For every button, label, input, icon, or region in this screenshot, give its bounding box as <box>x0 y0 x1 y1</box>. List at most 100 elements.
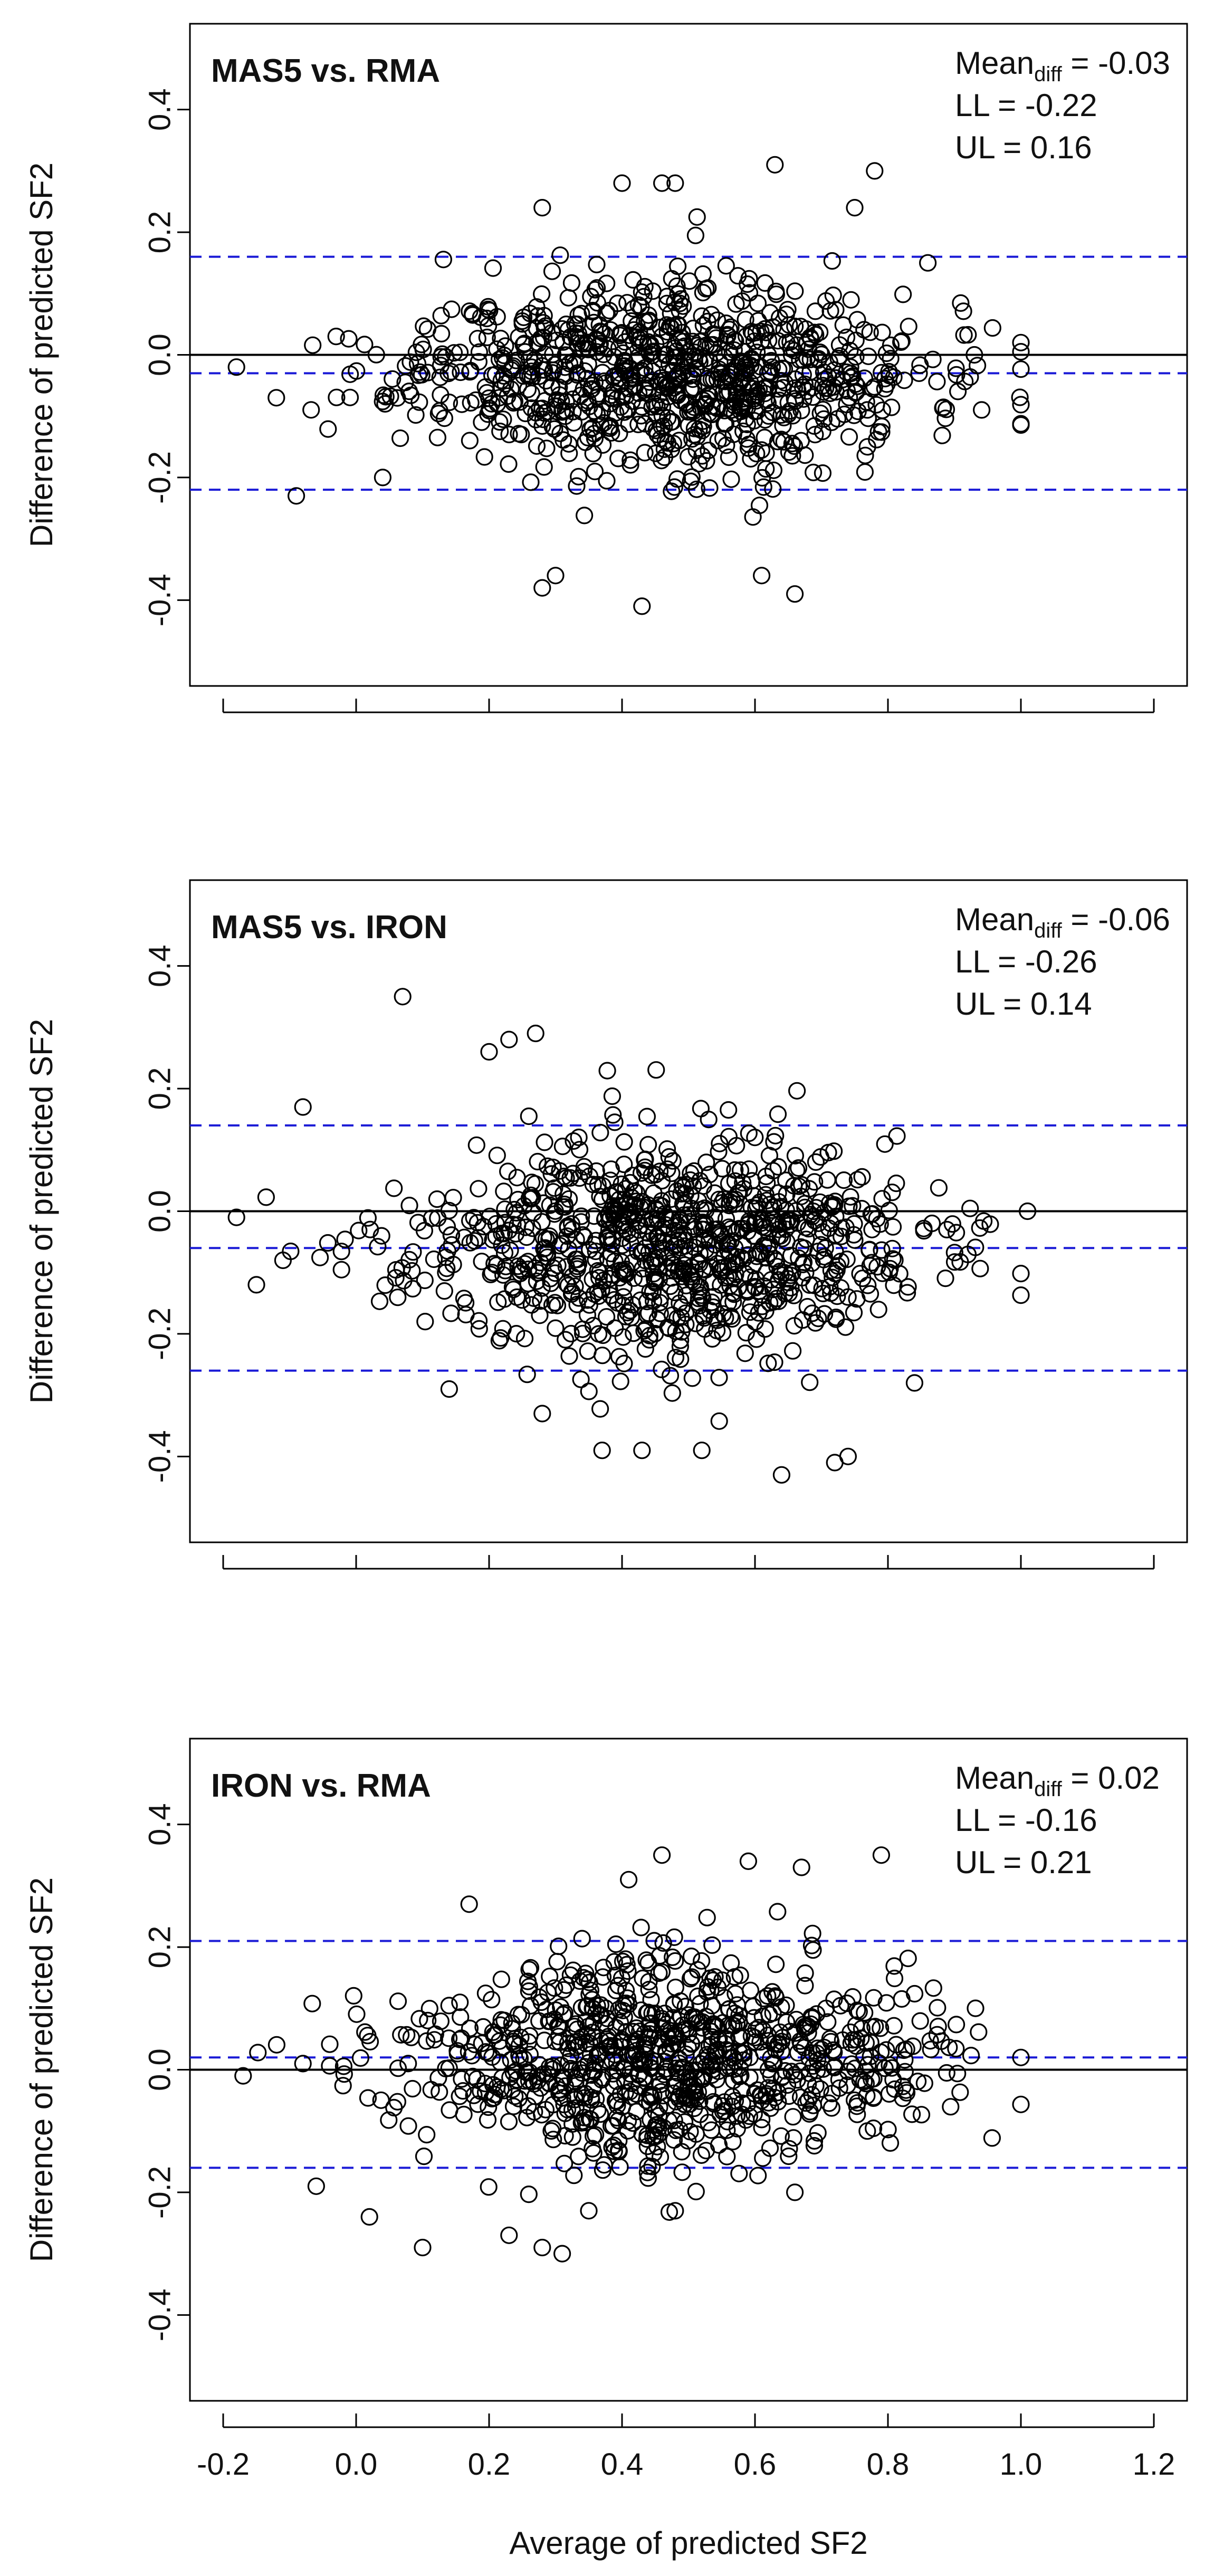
chart-1-point <box>735 393 753 411</box>
chart-1-point <box>597 304 615 322</box>
chart-1-point <box>551 246 569 264</box>
chart-2-point <box>442 1304 460 1322</box>
chart-2-point <box>663 1384 681 1402</box>
chart-1-point <box>528 333 546 351</box>
chart-3-point <box>521 1959 540 1977</box>
chart-1-point <box>639 385 657 403</box>
chart-3-point <box>896 2051 914 2069</box>
chart-2-point <box>621 1173 639 1192</box>
chart-3-point <box>682 2091 700 2108</box>
chart-1-point <box>653 174 671 192</box>
chart-3-point <box>583 2024 601 2041</box>
chart-1-point <box>532 329 550 348</box>
chart-3-point <box>699 1978 717 1996</box>
chart-2-point <box>591 1123 609 1142</box>
chart-3-point <box>698 1909 716 1926</box>
chart-1-point <box>510 425 528 443</box>
chart-1-point <box>814 464 832 482</box>
chart-3-point <box>766 1987 785 2005</box>
chart-2-point <box>704 1273 722 1291</box>
chart-2-point <box>736 1264 754 1282</box>
chart-2-point <box>654 1232 673 1250</box>
chart-1-point <box>470 352 488 371</box>
chart-3-point <box>567 2073 585 2091</box>
chart-3-point <box>646 2005 664 2022</box>
chart-2-point <box>504 1281 522 1299</box>
chart-1-point <box>866 162 884 180</box>
chart-1-point <box>952 294 970 312</box>
chart-1-point <box>856 463 874 481</box>
chart-3-point <box>638 2163 656 2181</box>
chart-3-point <box>807 2077 825 2095</box>
chart-1-point <box>388 389 406 407</box>
chart-1-point <box>564 403 582 421</box>
chart-1-point <box>469 330 486 348</box>
chart-1-point <box>789 381 807 399</box>
chart-1-point <box>599 340 617 358</box>
chart-2-point <box>769 1158 787 1176</box>
chart-2-point <box>1018 1202 1037 1220</box>
chart-2-point <box>636 1150 654 1168</box>
chart-3-point <box>949 2065 967 2083</box>
chart-3-point <box>380 2111 398 2129</box>
chart-2-point <box>400 1197 418 1215</box>
chart-1-point <box>576 362 594 380</box>
chart-3-point <box>249 2044 267 2062</box>
chart-3-point <box>1012 2048 1030 2066</box>
chart-1-point <box>827 383 845 401</box>
chart-3-point <box>924 1979 942 1997</box>
chart-2-point <box>676 1232 694 1249</box>
chart-3-point <box>757 2085 776 2103</box>
chart-3-point <box>564 1961 582 1979</box>
chart-2-point <box>734 1250 752 1268</box>
chart-1-point <box>680 416 697 434</box>
chart-3-point <box>581 2046 600 2064</box>
chart-1-point <box>780 316 798 334</box>
chart-2-stat-mean: Meandiff = -0.06 <box>955 902 1170 942</box>
chart-2-point <box>311 1248 329 1266</box>
chart-1-point <box>764 480 782 498</box>
chart-2-point <box>936 1270 954 1287</box>
chart-2-point <box>515 1330 534 1348</box>
chart-3-point <box>650 1964 668 1982</box>
chart-2-point <box>826 1243 844 1261</box>
chart-2-point <box>646 1249 664 1267</box>
chart-1-point <box>557 346 575 364</box>
chart-2-point <box>710 1412 728 1430</box>
chart-1-point <box>873 417 891 435</box>
chart-3-point <box>476 1985 495 2002</box>
chart-3-point <box>584 2140 601 2158</box>
chart-3-point <box>402 2028 420 2046</box>
chart-1-point <box>804 463 823 482</box>
chart-2-point <box>853 1168 871 1186</box>
chart-2-point <box>404 1243 422 1261</box>
chart-2-point <box>489 1293 507 1311</box>
chart-1-point <box>754 478 772 496</box>
chart-2-point <box>679 1206 697 1224</box>
chart-2-point <box>898 1284 916 1302</box>
chart-2-point <box>444 1189 462 1207</box>
chart-1-point <box>685 426 703 444</box>
chart-2-point <box>669 1262 687 1280</box>
chart-2-point <box>369 1238 387 1256</box>
chart-2-point <box>651 1294 669 1312</box>
chart-1-point <box>568 477 586 495</box>
chart-1-point <box>327 327 345 346</box>
chart-1-point <box>711 353 729 371</box>
chart-1-point <box>767 282 785 301</box>
chart-1-point <box>770 360 788 378</box>
chart-1-point <box>727 295 745 313</box>
chart-3-point <box>811 2080 829 2098</box>
chart-2-point <box>593 1347 611 1365</box>
chart-1-point <box>696 349 715 368</box>
chart-1-point <box>431 368 449 386</box>
chart-2-point <box>536 1244 554 1262</box>
chart-3-point <box>500 2226 518 2244</box>
chart-1-point <box>520 349 538 368</box>
chart-1-point <box>804 388 822 406</box>
chart-3-point <box>633 2125 651 2143</box>
chart-1-point <box>700 442 718 460</box>
chart-1-point <box>644 342 662 360</box>
chart-1-point <box>613 174 631 192</box>
chart-3-point <box>619 1871 638 1888</box>
